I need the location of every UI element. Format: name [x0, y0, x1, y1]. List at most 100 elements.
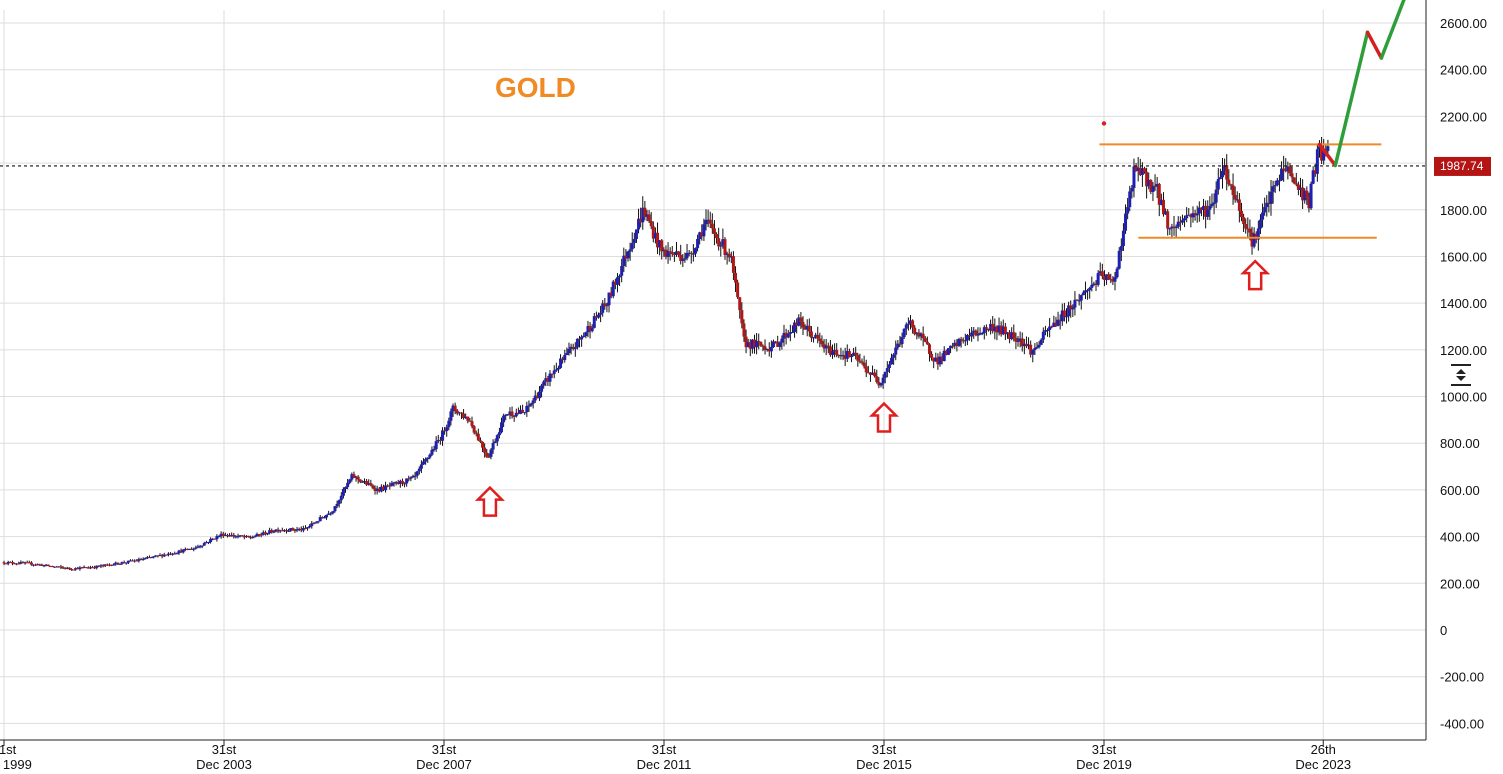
candle-body [481, 441, 485, 448]
candle-body [656, 232, 660, 248]
candle-body [559, 358, 563, 368]
candle-body [188, 548, 192, 551]
candle-body [552, 370, 556, 374]
candle-body [468, 420, 472, 422]
candle-body [270, 530, 274, 533]
candle-body [131, 560, 135, 562]
candle-body [280, 530, 284, 532]
candle-body [740, 310, 744, 324]
candle-body [1164, 211, 1168, 215]
current-price-tag: 1987.74 [1434, 156, 1491, 176]
candle-body [1020, 338, 1024, 347]
candle-body [230, 534, 234, 537]
candle-body [782, 332, 786, 339]
candle-body [784, 332, 788, 338]
candle-body [1126, 207, 1130, 214]
candle-body [1143, 168, 1147, 172]
candle-body [396, 482, 400, 484]
candle-body [1273, 185, 1277, 187]
candle-body [105, 564, 109, 566]
candle-body [1107, 274, 1111, 280]
candle-body [868, 372, 872, 375]
candle-body [164, 554, 168, 556]
candle-body [881, 377, 885, 384]
candle-body [474, 432, 478, 434]
candle-body [736, 282, 740, 298]
candle-body [63, 567, 67, 569]
candle-body [529, 403, 533, 406]
candle-body [365, 481, 369, 485]
y-tick-label: 200.00 [1440, 576, 1480, 591]
candle-body [497, 432, 501, 436]
candle-body [42, 565, 46, 567]
x-tick-label: 31st [212, 742, 237, 757]
candle-body [634, 229, 638, 239]
candle-body [489, 449, 493, 457]
y-tick-label: 2600.00 [1440, 16, 1487, 31]
candle-body [232, 534, 236, 537]
candle-body [61, 567, 65, 569]
candle-body [911, 320, 915, 328]
candle-body [57, 566, 61, 568]
candle-body [590, 327, 594, 332]
y-tick-label: -400.00 [1440, 716, 1484, 731]
candle-body [839, 355, 843, 357]
candle-body [434, 441, 438, 450]
candle-body [381, 486, 385, 491]
candle-body [453, 405, 457, 411]
scale-handle-icon[interactable] [1450, 363, 1472, 387]
candle-body [651, 226, 655, 239]
candle-body [845, 351, 849, 359]
candle-body [314, 522, 318, 524]
candle-body [145, 557, 149, 559]
candle-body [521, 409, 525, 413]
candle-body [82, 567, 86, 569]
candle-body [198, 546, 202, 548]
candle-body [818, 338, 822, 342]
candle-body [1134, 166, 1138, 171]
candle-body [744, 336, 748, 348]
candle-body [74, 568, 78, 570]
candle-body [316, 521, 320, 523]
x-tick-label: Dec 1999 [0, 757, 32, 772]
candle-body [801, 321, 805, 328]
candle-body [400, 480, 404, 484]
candle-body [234, 536, 238, 538]
candle-body [1012, 332, 1016, 338]
candle-body [487, 456, 491, 458]
y-tick-label: 1400.00 [1440, 296, 1487, 311]
candle-body [112, 564, 116, 566]
candle-body [601, 303, 605, 313]
candle-body [826, 345, 830, 347]
candle-body [107, 564, 111, 566]
candle-body [660, 240, 664, 252]
candle-body [67, 567, 71, 569]
candle-body [141, 559, 145, 561]
candle-body [93, 567, 97, 569]
candle-body [793, 322, 797, 333]
candle-body [976, 334, 980, 336]
candle-body [268, 530, 272, 534]
candle-body [1155, 183, 1159, 187]
candle-body [1271, 186, 1275, 192]
candle-body [809, 331, 813, 338]
candle-body [247, 535, 251, 538]
candle-body [1183, 218, 1187, 221]
candle-body [350, 474, 354, 480]
candle-body [1315, 149, 1319, 174]
candle-body [807, 325, 811, 332]
candle-body [858, 360, 862, 362]
candle-body [500, 422, 504, 433]
candle-body [639, 218, 643, 223]
candle-body [175, 553, 179, 555]
candle-body [923, 338, 927, 342]
candle-body [1229, 184, 1233, 186]
candle-body [329, 513, 333, 515]
candle-body [864, 366, 868, 373]
x-tick-label: Dec 2007 [416, 757, 472, 772]
candle-body [852, 352, 856, 356]
candle-body [118, 563, 122, 565]
candle-body [225, 535, 229, 537]
y-tick-label: 1200.00 [1440, 343, 1487, 358]
